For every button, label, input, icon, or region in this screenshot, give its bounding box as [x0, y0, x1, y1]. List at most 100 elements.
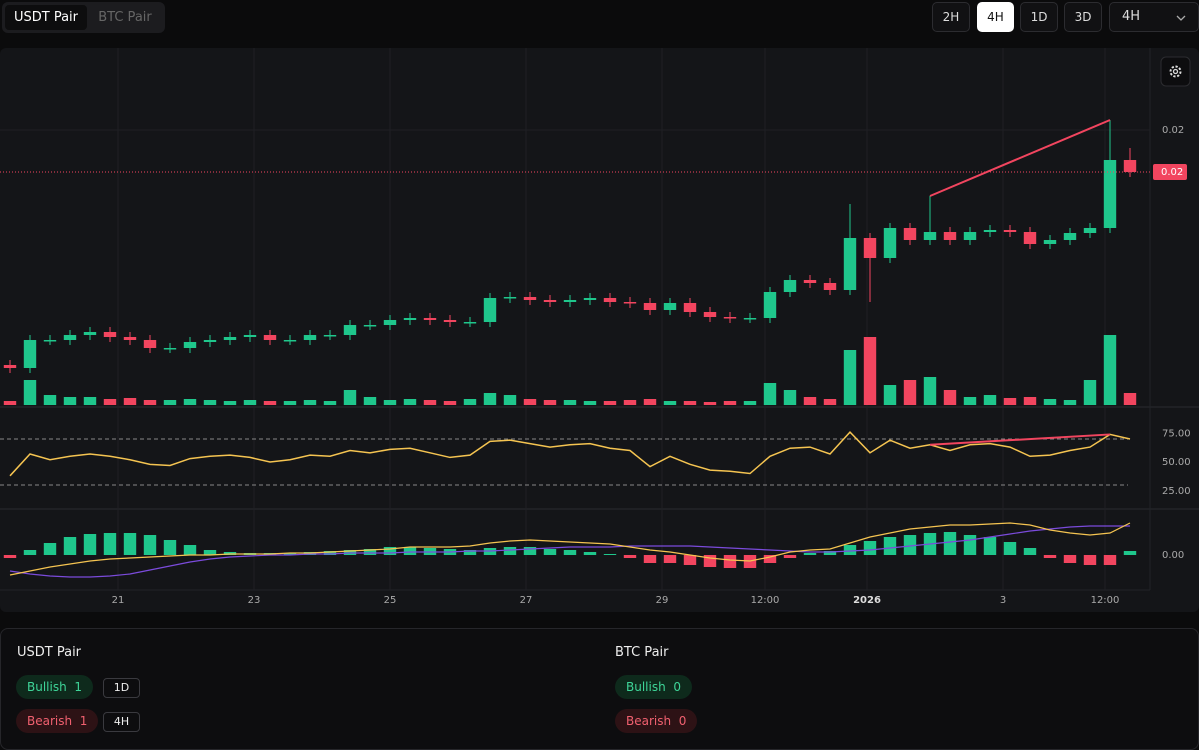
macd-histogram	[883, 537, 897, 555]
candle-body	[1083, 228, 1097, 233]
candle-body	[83, 332, 97, 335]
candle-body	[743, 318, 757, 320]
candle-body	[1103, 160, 1117, 228]
tab[interactable]: USDT Pair	[5, 5, 87, 30]
volume-bar	[743, 401, 757, 405]
candle-body	[23, 340, 37, 368]
macd-histogram	[83, 534, 97, 555]
macd-histogram	[843, 545, 857, 555]
macd-histogram	[543, 549, 557, 555]
volume-bar	[923, 377, 937, 405]
candle-body	[123, 337, 137, 340]
macd-histogram	[1063, 555, 1077, 563]
volume-bar	[1023, 397, 1037, 405]
macd-histogram	[1103, 555, 1117, 565]
macd-histogram	[1003, 542, 1017, 555]
volume-bar	[583, 401, 597, 405]
timeframe-button[interactable]: 1D	[1020, 2, 1058, 32]
candle-body	[43, 340, 57, 342]
macd-histogram	[183, 545, 197, 555]
macd-histogram	[663, 555, 677, 563]
volume-bar	[1043, 399, 1057, 405]
candle-body	[423, 318, 437, 320]
candle-body	[523, 297, 537, 300]
macd-histogram	[143, 535, 157, 555]
macd-histogram	[103, 533, 117, 555]
volume-bar	[823, 399, 837, 405]
x-tick-label: 12:00	[1091, 595, 1120, 606]
candle-body	[503, 297, 517, 299]
candle-body	[243, 335, 257, 337]
x-tick-label: 2026	[853, 595, 881, 606]
candle-body	[763, 292, 777, 318]
timeframe-button[interactable]: 4H	[977, 2, 1014, 32]
macd-histogram	[203, 550, 217, 555]
macd-histogram	[163, 540, 177, 555]
candle-body	[883, 228, 897, 258]
label: Bearish	[626, 714, 672, 728]
tab[interactable]: BTC Pair	[98, 10, 152, 25]
macd-histogram	[123, 533, 137, 555]
chart-bg	[0, 48, 1199, 612]
macd-histogram	[523, 547, 537, 555]
volume-bar	[543, 400, 557, 405]
timeframe-select[interactable]: 4H	[1109, 2, 1199, 32]
y-tick-label: 25.00	[1162, 486, 1191, 497]
volume-bar	[643, 399, 657, 405]
signal-line	[9, 525, 1130, 578]
bullish-pill: Bullish 0	[615, 675, 692, 699]
count: 0	[678, 714, 687, 728]
candle-body	[923, 232, 937, 240]
macd-histogram	[623, 555, 637, 558]
macd-histogram	[983, 537, 997, 555]
candle-body	[1063, 233, 1077, 240]
macd-histogram	[943, 532, 957, 555]
macd-histogram	[1123, 551, 1137, 555]
candle-body	[843, 238, 857, 290]
volume-bar	[323, 401, 337, 405]
x-tick-label: 25	[384, 595, 397, 606]
candle-body	[543, 300, 557, 302]
candle-body	[723, 317, 737, 319]
volume-bar	[303, 400, 317, 405]
candle-body	[803, 280, 817, 283]
volume-bar	[423, 400, 437, 405]
volume-bar	[383, 400, 397, 405]
volume-bar	[403, 399, 417, 405]
last-price-badge	[1153, 164, 1187, 180]
volume-bar	[703, 402, 717, 405]
timeframe-button[interactable]: 2H	[932, 2, 970, 32]
summary-panel: USDT Pair Bullish 1 1D Bearish 1 4H BTC …	[0, 628, 1199, 750]
candle-body	[343, 325, 357, 335]
candle-body	[263, 335, 277, 340]
candle-body	[1003, 230, 1017, 232]
candle-body	[903, 228, 917, 240]
candle-body	[203, 340, 217, 342]
volume-bar	[623, 400, 637, 405]
volume-bar	[443, 401, 457, 405]
volume-bar	[603, 401, 617, 405]
candle-body	[703, 312, 717, 317]
macd-histogram	[1083, 555, 1097, 565]
candle-body	[683, 303, 697, 312]
settings-button[interactable]	[1160, 56, 1191, 87]
macd-histogram	[23, 550, 37, 555]
candle-body	[463, 322, 477, 324]
candle-body	[303, 335, 317, 340]
volume-bar	[143, 400, 157, 405]
macd-histogram	[963, 535, 977, 555]
volume-bar	[163, 400, 177, 405]
x-tick-label: 23	[248, 595, 261, 606]
volume-bar	[23, 380, 37, 405]
macd-histogram	[823, 551, 837, 555]
candle-body	[63, 335, 77, 340]
macd-line	[9, 522, 1131, 576]
timeframe-button[interactable]: 3D	[1064, 2, 1102, 32]
candle-body	[103, 332, 117, 337]
volume-bar	[523, 399, 537, 405]
chevron	[1176, 15, 1186, 21]
volume-bar	[283, 401, 297, 405]
macd-histogram	[463, 550, 477, 555]
candle-body	[823, 283, 837, 290]
